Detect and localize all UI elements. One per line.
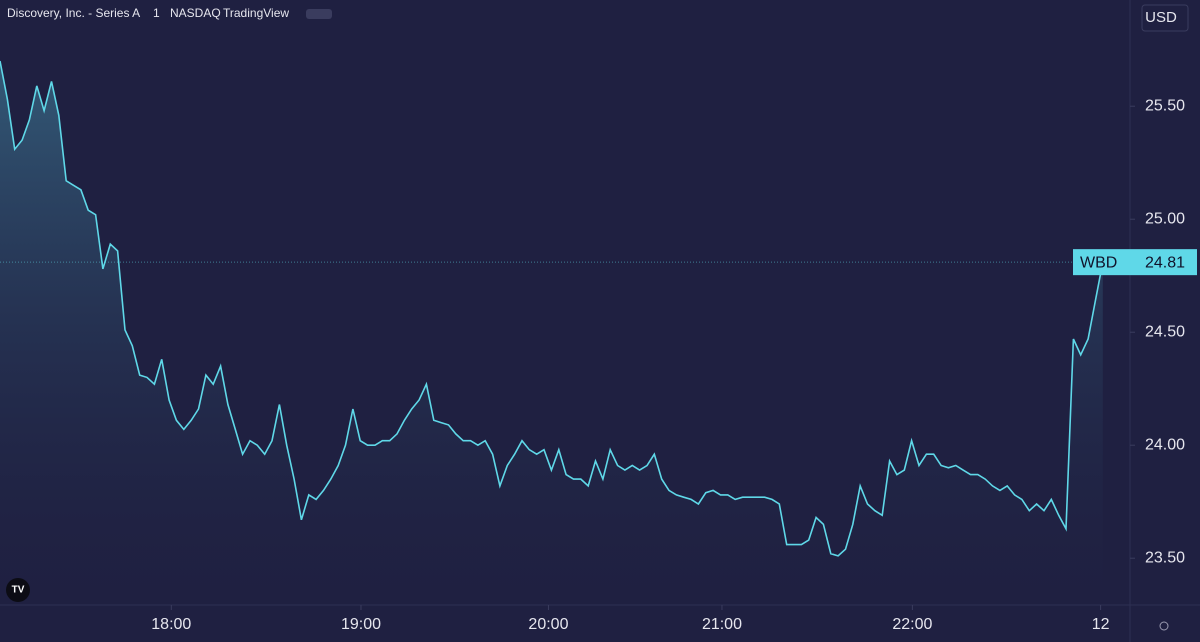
y-tick-label: 24.00 [1145,436,1185,453]
logo [6,578,30,602]
area-fill [0,61,1103,604]
price-line [0,60,1104,557]
x-tick-label: 12 [1092,616,1110,633]
logo-text: TV [12,585,25,596]
y-tick-label: 25.50 [1145,97,1185,114]
y-tick-label: 25.00 [1145,210,1185,227]
currency[interactable]: USD [1145,9,1177,26]
last-price-label: 24.81 [1145,254,1185,271]
plot [0,60,1104,604]
title: Discovery, Inc. - Series A [7,6,140,20]
last-price-box [1073,249,1197,276]
status-badge [306,9,332,19]
x-tick-label: 18:00 [151,616,191,633]
x-tick-label: 22:00 [892,616,932,633]
source: TradingView [223,6,289,20]
exchange: NASDAQ [170,6,221,20]
x-tick-label: 19:00 [341,616,381,633]
header: Discovery, Inc. - Series A 1 NASDAQ Trad… [7,6,332,20]
interval: 1 [153,6,160,20]
currency-button[interactable] [1141,4,1189,32]
y-tick-label: 24.50 [1145,323,1185,340]
symbol-label: WBD [1080,254,1117,271]
settings-icon[interactable] [1159,621,1169,631]
x-tick-label: 20:00 [528,616,568,633]
y-tick-label: 23.50 [1145,549,1185,566]
x-tick-label: 21:00 [702,616,742,633]
